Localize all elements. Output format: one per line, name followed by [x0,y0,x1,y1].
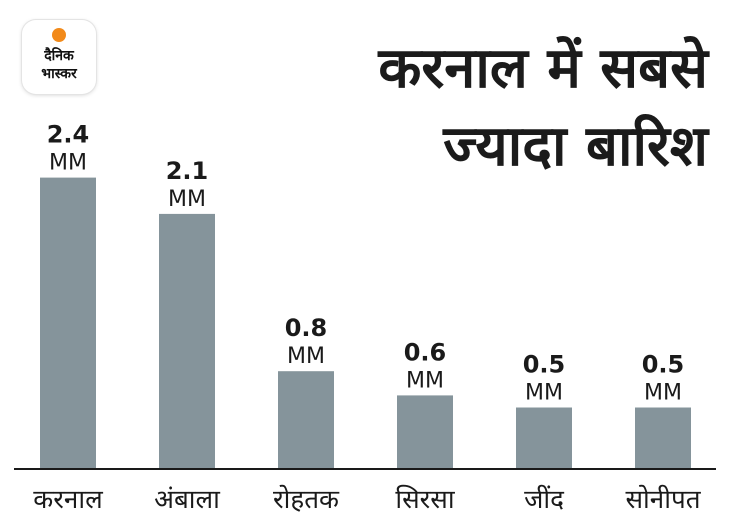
data-label-unit: MM [287,344,325,369]
data-label-unit: MM [644,381,682,406]
data-label-value: 0.8 [285,314,328,342]
title-line-1: करनाल में सबसे [378,36,708,101]
bar-3 [278,371,334,468]
x-tick-label: जींद [524,484,565,515]
bar-5 [516,407,572,468]
bar-2 [159,213,215,468]
bar-1 [40,177,96,468]
logo-text-line1: दैनिक [44,48,74,64]
chart-title: करनाल में सबसे ज्यादा बारिश [378,30,708,186]
title-line-2: ज्यादा बारिश [443,114,708,179]
data-label-unit: MM [168,187,206,212]
data-label-value: 2.4 [47,121,90,149]
logo-text-line2: भास्कर [41,66,77,82]
data-label-value: 0.5 [642,351,685,379]
bar-4 [397,395,453,468]
x-tick-label: सिरसा [395,484,456,515]
x-tick-label: करनाल [33,485,103,515]
data-label-value: 0.5 [523,351,566,379]
data-label-unit: MM [49,151,87,176]
data-label-unit: MM [525,381,563,406]
data-label-value: 0.6 [404,338,447,366]
x-tick-label: रोहतक [273,484,340,515]
data-label-value: 2.1 [166,157,209,185]
x-tick-label: अंबाला [154,485,221,515]
x-tick-label: सोनीपत [625,484,701,515]
data-label-unit: MM [406,368,444,393]
sun-icon [52,28,66,42]
bar-6 [635,407,691,468]
brand-logo: दैनिक भास्कर [22,20,96,94]
